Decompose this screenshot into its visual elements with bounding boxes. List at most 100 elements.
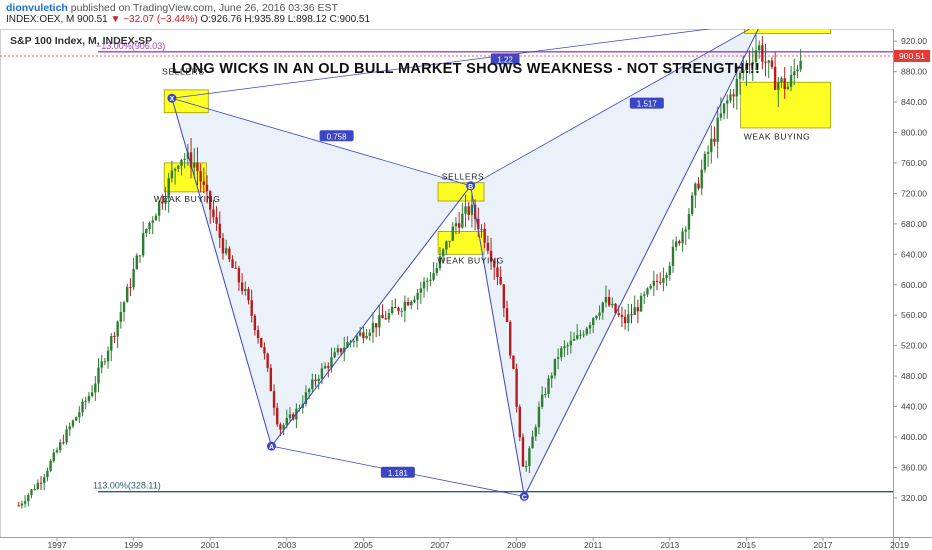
candle-body: [177, 165, 180, 169]
candle-body: [403, 301, 407, 311]
zone-box: [744, 29, 832, 34]
candle-body: [496, 267, 499, 277]
candle-body: [87, 396, 91, 401]
candle-body: [81, 401, 84, 413]
y-tick-label: 720.00: [901, 188, 927, 198]
candle-body: [333, 352, 336, 358]
candle-body: [343, 347, 346, 353]
candle-body: [665, 275, 668, 279]
pivot-marker-c: [519, 491, 529, 501]
candle-body: [668, 265, 671, 276]
candle-body: [17, 505, 20, 507]
candle-body: [560, 348, 563, 358]
candle-body: [339, 348, 343, 353]
candle-body: [703, 153, 707, 170]
candle-body: [43, 477, 46, 484]
candle-body: [400, 310, 403, 312]
x-tick-label: 2013: [660, 540, 679, 550]
candle-body: [646, 288, 649, 295]
candle-body: [215, 217, 218, 224]
candle-body: [359, 332, 362, 336]
candle-body: [355, 335, 359, 342]
pivot-marker-x: [167, 93, 177, 103]
candle-body: [671, 246, 675, 266]
pattern-leg-xa: [171, 98, 272, 447]
candle-body: [224, 248, 228, 254]
candle-body: [566, 345, 569, 347]
candle-body: [726, 100, 729, 104]
y-tick-label: 800.00: [901, 128, 927, 138]
candle-body: [323, 366, 327, 369]
candle-body: [457, 223, 461, 228]
candle-body: [639, 295, 643, 312]
candle-body: [352, 341, 356, 343]
candle-body: [23, 501, 27, 504]
candle-body: [528, 448, 531, 466]
candle-body: [209, 191, 212, 210]
candle-body: [783, 78, 786, 90]
candle-body: [767, 60, 770, 63]
candle-body: [630, 314, 633, 316]
candle-body: [722, 103, 726, 114]
candle-body: [212, 209, 215, 218]
candle-body: [780, 78, 783, 83]
candle-body: [553, 358, 557, 376]
candle-body: [441, 249, 445, 257]
candle-body: [515, 368, 518, 407]
candle-body: [556, 357, 560, 359]
candle-body: [157, 201, 161, 216]
candle-body: [633, 307, 636, 316]
pivot-label-a: A: [269, 444, 274, 451]
candle-body: [84, 400, 87, 402]
author-link[interactable]: dionvuletich: [6, 2, 68, 14]
x-tick-label: 1997: [48, 540, 67, 550]
publish-info: published on TradingView.com, June 26, 2…: [70, 2, 338, 14]
candle-body: [272, 391, 276, 408]
candle-body: [786, 86, 790, 90]
candle-body: [614, 303, 617, 314]
y-tick-label: 320.00: [901, 493, 927, 503]
candle-body: [742, 70, 745, 73]
pattern-leg-bc: [470, 185, 525, 497]
candle-body: [65, 429, 68, 443]
candle-body: [620, 314, 624, 317]
fib-level-label: 113.00%(328.11): [93, 481, 161, 491]
candle-body: [706, 152, 710, 154]
pattern-ratio-line: [171, 29, 712, 99]
y-tick-label: 360.00: [901, 462, 927, 472]
y-tick-label: 400.00: [901, 432, 927, 442]
candle-body: [687, 213, 691, 230]
candle-body: [499, 276, 502, 285]
candle-body: [416, 292, 419, 300]
pivot-label-c: C: [522, 494, 527, 501]
candle-body: [690, 195, 694, 214]
y-tick-label: 880.00: [901, 67, 927, 77]
y-tick-label: 840.00: [901, 97, 927, 107]
candle-body: [20, 503, 24, 506]
candle-body: [751, 62, 754, 64]
x-tick-label: 2005: [354, 540, 373, 550]
x-tick-label: 2003: [277, 540, 296, 550]
y-tick-label: 760.00: [901, 158, 927, 168]
ratio-badge: [629, 97, 664, 109]
candle-body: [103, 361, 107, 363]
pattern-fill-bcd: [470, 29, 759, 497]
pivot-label-x: X: [170, 96, 175, 103]
candle-body: [244, 288, 247, 291]
candle-body: [381, 314, 384, 319]
candle-body: [754, 50, 758, 63]
candle-body: [655, 280, 659, 282]
chart-area[interactable]: 320.00 360.00 400.00 440.00 480.00 520.00 560.…: [0, 29, 932, 550]
candle-body: [256, 330, 260, 339]
candle-body: [540, 394, 544, 407]
candle-body: [502, 284, 506, 309]
candle-body: [563, 346, 566, 349]
candle-body: [346, 342, 349, 348]
x-tick-label: 2009: [507, 540, 526, 550]
pattern-ratio-line: [470, 29, 751, 187]
candle-body: [132, 269, 135, 288]
candle-body: [55, 450, 59, 453]
x-tick-label: 2001: [201, 540, 220, 550]
candle-body: [269, 367, 273, 392]
candle-body: [681, 231, 684, 244]
